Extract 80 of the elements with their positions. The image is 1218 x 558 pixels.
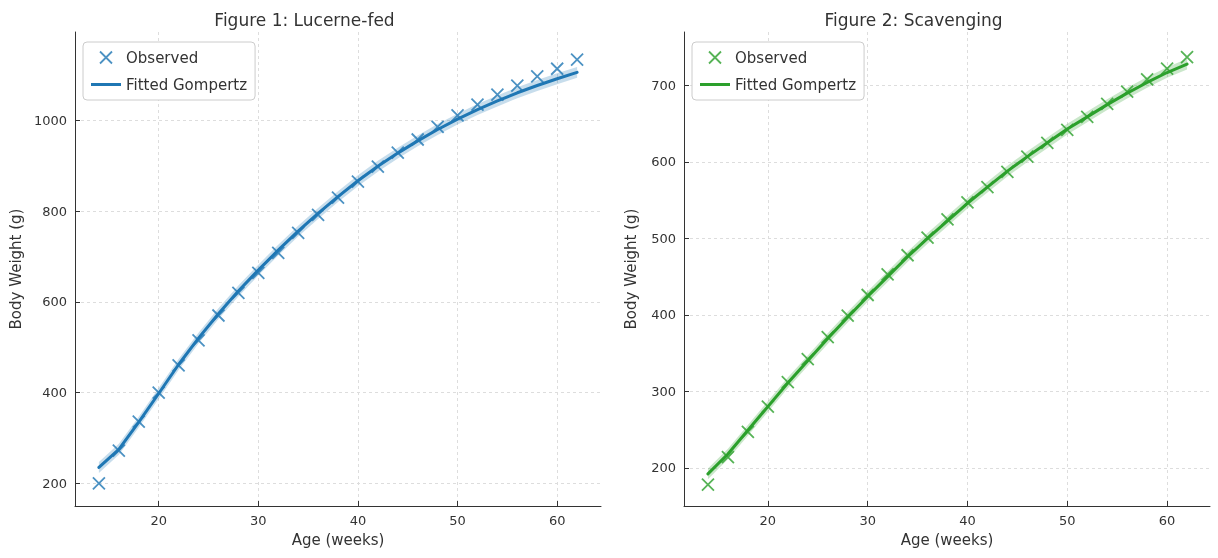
point — [351, 174, 365, 189]
x-tick-label: 20 — [759, 513, 777, 528]
point — [470, 97, 485, 112]
y-axis-title: Body Weight (g) — [621, 208, 640, 330]
point — [1000, 165, 1015, 179]
x-tick-label: 40 — [349, 513, 367, 528]
point — [1140, 72, 1155, 87]
y-tick-label: 200 — [42, 475, 67, 491]
point — [920, 230, 935, 245]
x-tick-label: 60 — [1158, 513, 1176, 528]
point — [1020, 149, 1035, 164]
x-tick-label: 30 — [859, 513, 876, 528]
point — [370, 159, 385, 174]
chart-title: Figure 1: Lucerne-fed — [214, 9, 395, 30]
chart-title: Figure 2: Scavenging — [824, 9, 1003, 30]
point — [1080, 109, 1095, 124]
x-tick-label: 50 — [1059, 513, 1076, 528]
y-tick-label: 400 — [42, 385, 67, 401]
point — [760, 399, 775, 414]
point — [92, 476, 106, 491]
point — [231, 285, 246, 300]
y-tick-label: 600 — [42, 294, 67, 310]
point — [940, 212, 955, 227]
x-tick-label: 50 — [449, 513, 466, 528]
point — [570, 52, 584, 67]
y-axis-title: Body Weight (g) — [6, 208, 25, 330]
x-axis-title: Age (weeks) — [900, 530, 994, 549]
y-tick-label: 700 — [651, 78, 676, 94]
x-tick-label: 60 — [548, 513, 566, 528]
point — [960, 195, 975, 210]
y-tick-label: 600 — [651, 154, 676, 170]
point — [840, 308, 855, 323]
point — [1120, 84, 1135, 99]
point — [701, 477, 715, 492]
point — [430, 119, 445, 134]
point — [450, 108, 465, 123]
y-tick-label: 200 — [651, 460, 676, 476]
x-tick-label: 30 — [250, 513, 267, 528]
point — [1040, 135, 1055, 150]
point — [131, 414, 146, 429]
legend-label: Observed — [735, 48, 808, 67]
point — [191, 333, 206, 348]
point — [331, 190, 345, 205]
y-tick-label: 300 — [651, 383, 676, 399]
y-tick-label: 500 — [651, 230, 676, 246]
point — [780, 375, 795, 390]
point — [151, 385, 166, 400]
point — [211, 308, 226, 323]
point — [880, 267, 895, 282]
y-tick-label: 400 — [651, 307, 676, 323]
point — [550, 61, 565, 76]
legend-label: Observed — [126, 48, 199, 67]
x-tick-label: 40 — [959, 513, 976, 528]
point — [1180, 50, 1194, 65]
point — [1060, 122, 1075, 137]
point — [490, 87, 505, 102]
point — [1160, 61, 1174, 76]
point — [251, 265, 266, 280]
point — [311, 207, 325, 222]
legend-label: Fitted Gompertz — [735, 75, 857, 94]
point — [980, 180, 995, 195]
point — [530, 69, 545, 84]
point — [510, 78, 525, 93]
y-tick-label: 1000 — [33, 112, 67, 128]
point — [721, 450, 735, 464]
point — [291, 226, 306, 240]
point — [390, 145, 405, 160]
x-axis-title: Age (weeks) — [291, 530, 385, 549]
point — [1100, 96, 1115, 111]
point — [271, 246, 286, 260]
x-tick-label: 20 — [150, 513, 167, 528]
point — [410, 132, 425, 147]
point — [800, 352, 815, 367]
point — [900, 248, 915, 263]
y-tick-label: 800 — [42, 203, 67, 219]
point — [820, 330, 835, 344]
point — [111, 443, 126, 458]
point — [740, 424, 755, 439]
legend-label: Fitted Gompertz — [126, 75, 248, 94]
point — [860, 288, 875, 302]
